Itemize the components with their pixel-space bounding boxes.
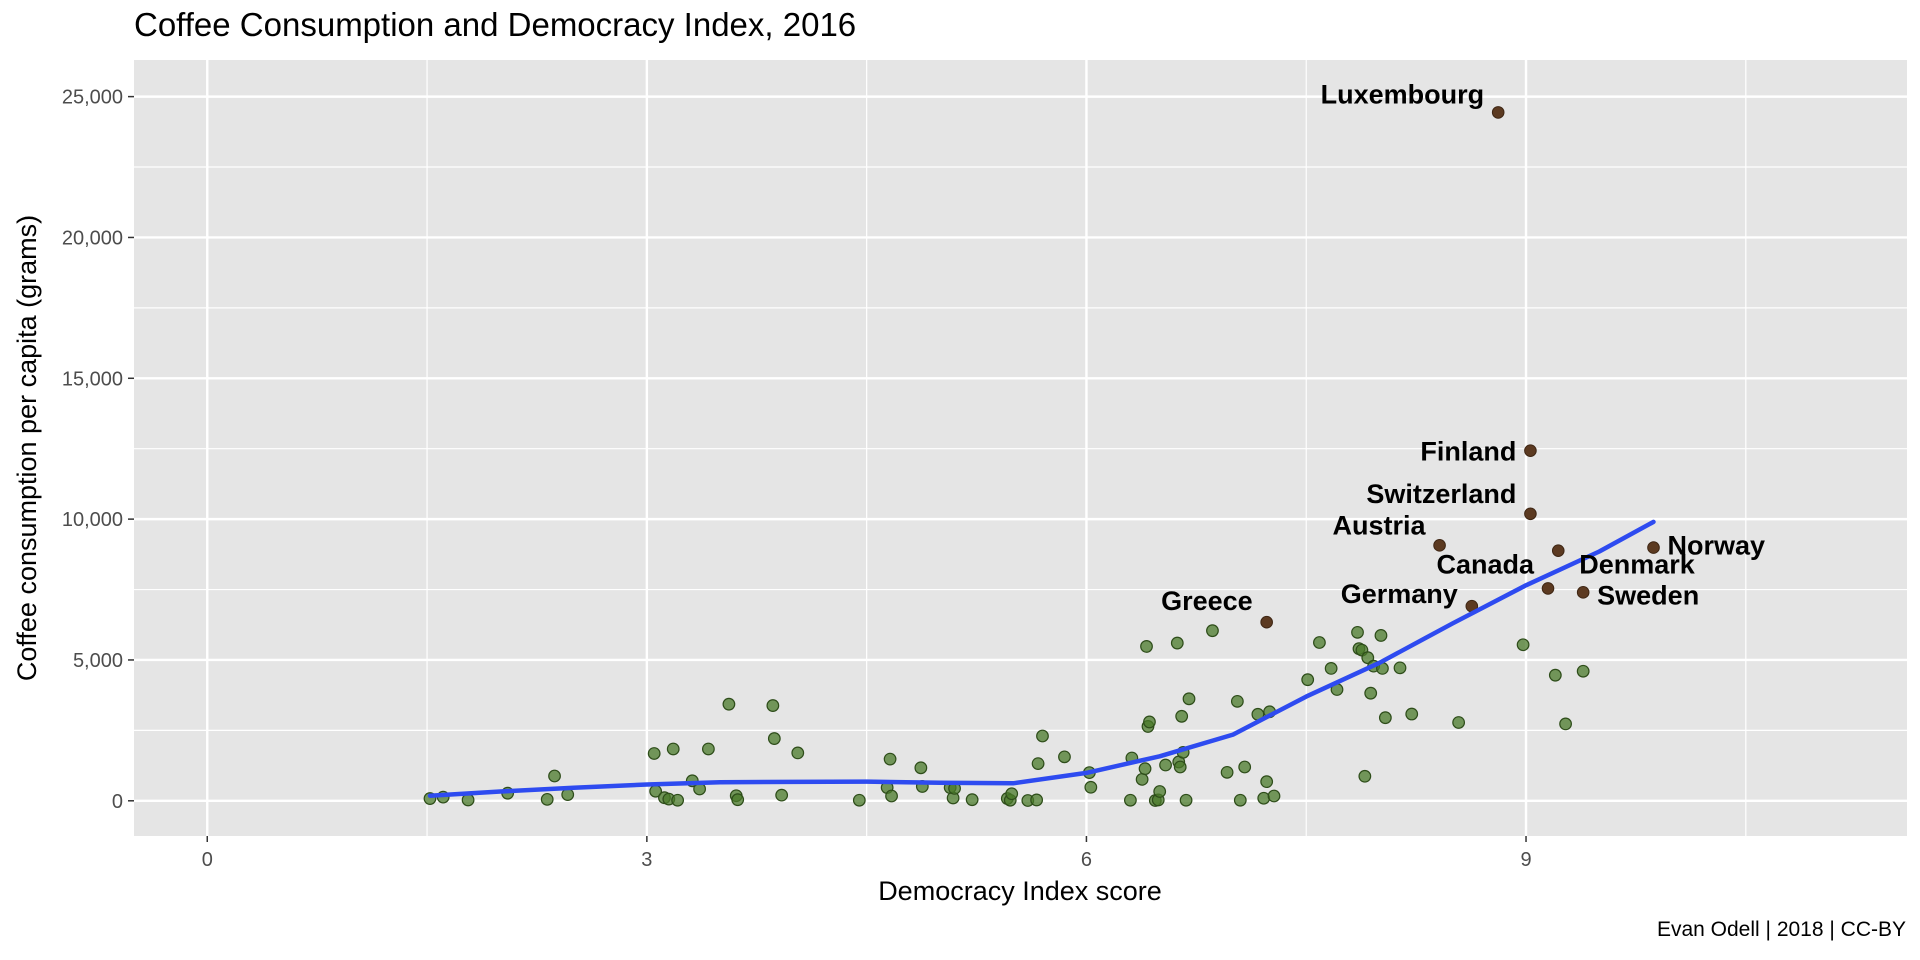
x-tick-label: 0 (202, 849, 213, 871)
data-point (1170, 636, 1184, 650)
data-point (1175, 709, 1189, 723)
data-point (1182, 692, 1196, 706)
data-point (1123, 793, 1137, 807)
data-point (914, 761, 928, 775)
data-point (1005, 787, 1019, 801)
highlighted-data-point (1260, 615, 1273, 629)
data-point (791, 746, 805, 760)
x-tick-label: 9 (1520, 849, 1531, 871)
data-point (1084, 780, 1098, 794)
y-axis-title: Coffee consumption per capita (grams) (12, 215, 42, 681)
data-point (852, 793, 866, 807)
highlighted-data-point (1433, 539, 1446, 552)
data-point (1374, 629, 1388, 642)
data-point (1135, 772, 1149, 786)
data-point (1516, 638, 1530, 652)
point-label: Norway (1668, 531, 1766, 561)
data-point (548, 769, 561, 783)
data-point (540, 792, 554, 806)
chart-caption: Evan Odell | 2018 | CC-BY (1656, 918, 1906, 941)
data-point (701, 742, 715, 756)
highlighted-data-point (1647, 541, 1660, 554)
y-tick-label: 20,000 (62, 227, 123, 249)
major-gridlines (134, 60, 1907, 836)
chart-title: Coffee Consumption and Democracy Index, … (134, 6, 857, 43)
data-point (1324, 662, 1338, 675)
point-label: Greece (1161, 586, 1253, 616)
data-point (1173, 760, 1187, 774)
data-point (1153, 785, 1167, 798)
data-point (1378, 711, 1392, 725)
data-point (1576, 664, 1590, 678)
y-tick-label: 0 (112, 791, 123, 813)
data-point (1233, 793, 1247, 807)
point-label: Denmark (1579, 550, 1696, 580)
data-point (1138, 762, 1152, 776)
x-axis-title: Democracy Index score (878, 876, 1162, 906)
data-point (1351, 625, 1364, 639)
y-tick-label: 15,000 (62, 368, 123, 390)
y-axis-ticks: 0 5,000 10,000 15,000 20,000 25,000 (62, 87, 134, 813)
y-tick-label: 5,000 (73, 650, 123, 672)
data-point (1030, 793, 1044, 807)
x-tick-label: 3 (641, 849, 652, 871)
x-tick-label: 6 (1081, 849, 1092, 871)
data-point (1230, 694, 1244, 708)
data-point (1267, 789, 1281, 803)
point-label: Luxembourg (1321, 79, 1485, 109)
data-point (1452, 716, 1466, 729)
plot-panel (134, 60, 1907, 836)
data-point (885, 789, 898, 803)
data-point (1559, 717, 1572, 731)
data-point (1058, 750, 1071, 764)
highlighted-data-point (1576, 586, 1590, 599)
x-axis-ticks: 0 3 6 9 (202, 836, 1532, 871)
data-point (767, 732, 781, 745)
data-point (1257, 791, 1271, 805)
data-point (1238, 760, 1252, 774)
data-point (1405, 707, 1419, 721)
data-point (1143, 715, 1156, 729)
data-point (1220, 765, 1234, 779)
data-point (965, 793, 979, 807)
highlighted-data-point (1524, 444, 1537, 457)
data-point (1031, 757, 1045, 771)
minor-gridlines (134, 60, 1907, 836)
data-point (1260, 775, 1274, 789)
data-point (647, 747, 661, 760)
data-point (1159, 758, 1172, 772)
data-point (1393, 661, 1407, 675)
data-point (1036, 729, 1049, 743)
highlighted-data-point (1491, 106, 1505, 119)
data-point (883, 752, 897, 766)
point-label: Finland (1420, 437, 1516, 467)
point-label: Sweden (1597, 580, 1699, 610)
data-point (1206, 624, 1219, 638)
point-label: Canada (1436, 549, 1535, 579)
data-point (671, 793, 685, 807)
highlighted-data-point (1524, 507, 1537, 521)
data-point (1140, 640, 1153, 653)
trend-line (427, 519, 1656, 798)
data-point (1364, 686, 1378, 700)
highlighted-data-point (1551, 544, 1565, 557)
point-label: Germany (1341, 579, 1458, 609)
highlighted-data-point (1541, 582, 1555, 595)
point-label: Switzerland (1366, 479, 1516, 509)
data-point (1301, 673, 1315, 687)
data-point (722, 697, 736, 711)
data-point (1358, 769, 1372, 783)
data-point (731, 793, 745, 807)
data-point (775, 788, 789, 802)
data-point (1313, 636, 1326, 649)
data-point (1548, 668, 1562, 682)
point-label: Austria (1333, 510, 1427, 540)
data-point (666, 742, 680, 756)
y-tick-label: 25,000 (62, 87, 123, 109)
data-point (1179, 793, 1193, 807)
y-tick-label: 10,000 (62, 509, 123, 531)
data-point (766, 699, 780, 712)
